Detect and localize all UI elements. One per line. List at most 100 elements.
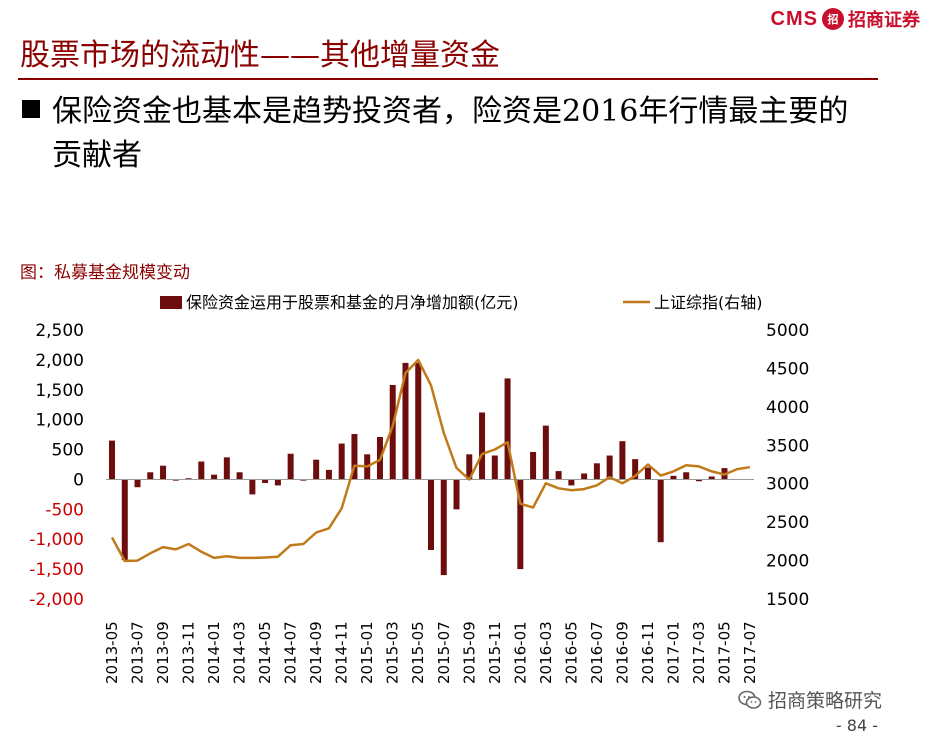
left-tick-label: -2,000 [29, 590, 84, 610]
bar [185, 478, 192, 480]
bar [300, 479, 307, 481]
bar [351, 434, 358, 480]
x-tick-label: 2013-07 [129, 621, 147, 684]
x-tick-label: 2016-03 [537, 621, 555, 684]
bar [109, 440, 115, 480]
x-tick-label: 2017-05 [715, 621, 733, 684]
bullet-text: 保险资金也基本是趋势投资者，险资是2016年行情最主要的贡献者 [52, 94, 849, 173]
bar [619, 441, 626, 480]
left-tick-label: 0 [73, 470, 84, 490]
footer-brand: 招商策略研究 [738, 686, 882, 713]
company-logo: CMS 招 招商证券 [771, 6, 920, 32]
right-tick-label: 1500 [766, 590, 809, 610]
page-number: - 84 - [835, 716, 878, 735]
bar [338, 443, 345, 480]
legend-bar-label: 保险资金运用于股票和基金的月净增加额(亿元) [186, 293, 519, 312]
right-tick-label: 5000 [766, 321, 809, 341]
x-tick-label: 2015-09 [460, 621, 478, 684]
bar [440, 479, 447, 576]
bar [223, 457, 230, 480]
bar [708, 476, 715, 480]
bar [147, 472, 154, 480]
bar [389, 384, 396, 480]
bar [325, 469, 332, 480]
left-axis: 2,500 2,000 1,500 1,000 500 0 -500 -1,000 -1,500… [29, 321, 84, 610]
left-tick-label: 2,000 [35, 351, 84, 371]
left-tick-label: -1,000 [29, 530, 84, 550]
bar [542, 425, 549, 480]
footer-brand-text: 招商策略研究 [768, 690, 883, 712]
left-tick-label: -500 [45, 500, 84, 520]
bar [530, 451, 537, 480]
line-series [110, 358, 751, 563]
legend-line-label: 上证综指(右轴) [654, 293, 763, 312]
company-name: 招商证券 [848, 10, 920, 31]
x-tick-label: 2015-11 [486, 621, 504, 684]
bar [428, 479, 434, 550]
legend-bar-swatch [160, 296, 182, 309]
bar [479, 412, 486, 480]
bar [249, 479, 256, 495]
bar-series [109, 362, 728, 576]
right-tick-label: 4000 [766, 398, 809, 418]
x-tick-label: 2015-03 [384, 621, 402, 684]
bar [581, 473, 588, 480]
x-tick-label: 2015-07 [435, 621, 453, 684]
bar [695, 479, 702, 482]
right-tick-label: 4500 [766, 359, 809, 379]
bar [517, 479, 524, 570]
bar [568, 479, 575, 486]
x-tick-label: 2016-05 [562, 621, 580, 684]
right-axis: 5000 4500 4000 3500 3000 2500 2000 1500 [766, 321, 809, 610]
bar [491, 455, 498, 480]
x-tick-label: 2016-07 [588, 621, 606, 684]
left-tick-label: 1,000 [35, 411, 84, 431]
bar [606, 455, 613, 480]
x-tick-label: 2016-01 [511, 621, 529, 684]
right-tick-label: 3500 [766, 436, 809, 456]
bar [555, 471, 562, 480]
x-tick-label: 2016-09 [613, 621, 631, 684]
x-tick-label: 2013-05 [103, 621, 121, 684]
x-tick-label: 2015-01 [358, 621, 376, 684]
bar [683, 472, 690, 480]
bar [236, 472, 243, 480]
chart-legend: 保险资金运用于股票和基金的月净增加额(亿元) 上证综指(右轴) [160, 293, 763, 312]
left-tick-label: 500 [52, 441, 84, 461]
bar [211, 474, 218, 480]
bar [262, 479, 269, 484]
right-tick-label: 2000 [766, 552, 809, 572]
bar [632, 459, 639, 480]
index-line [110, 358, 751, 563]
bar [198, 461, 205, 480]
wechat-icon [738, 689, 762, 711]
x-tick-label: 2014-03 [231, 621, 249, 684]
bar [287, 453, 294, 480]
x-tick-label: 2014-07 [282, 621, 300, 684]
bar [160, 465, 167, 480]
bar [670, 475, 677, 480]
page-title: 股票市场的流动性——其他增量资金 [20, 38, 500, 73]
left-tick-label: 2,500 [35, 321, 84, 341]
x-tick-label: 2017-01 [664, 621, 682, 684]
x-tick-label: 2014-11 [333, 621, 351, 684]
bar [466, 454, 473, 480]
bar [415, 362, 422, 480]
logo-seal-icon: 招 [822, 8, 844, 30]
bar [274, 479, 281, 486]
figure-caption: 图：私募基金规模变动 [20, 263, 190, 283]
left-tick-label: 1,500 [35, 381, 84, 401]
bar [172, 479, 179, 481]
right-tick-label: 2500 [766, 513, 809, 533]
left-tick-label: -1,500 [29, 560, 84, 580]
logo-text: CMS [770, 7, 818, 30]
bar [593, 463, 600, 480]
x-tick-label: 2013-11 [180, 621, 198, 684]
x-tick-label: 2017-03 [690, 621, 708, 684]
x-tick-label: 2014-01 [205, 621, 223, 684]
x-tick-label: 2013-09 [154, 621, 172, 684]
x-tick-label: 2017-07 [741, 621, 759, 684]
bar [504, 378, 511, 480]
right-tick-label: 3000 [766, 475, 809, 495]
